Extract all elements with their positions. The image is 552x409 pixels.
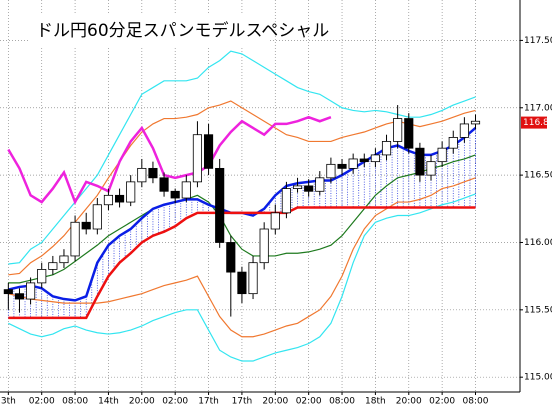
indicator-line xyxy=(8,154,476,284)
candle-body xyxy=(126,181,136,203)
x-tick-label: 20:00 xyxy=(262,397,288,407)
candle-body xyxy=(81,221,91,230)
x-tick-label: 17th xyxy=(198,397,219,407)
candle-body xyxy=(192,134,203,183)
x-tick-label: 14th xyxy=(98,397,119,407)
candle-body xyxy=(237,271,247,295)
x-tick-label: 02:00 xyxy=(429,397,455,407)
candle-body xyxy=(215,167,225,243)
candle-body xyxy=(259,228,269,264)
x-tick-label: 08:00 xyxy=(329,397,355,407)
candle-body xyxy=(92,204,102,230)
indicator-line xyxy=(7,115,332,206)
y-tick-label: 115.00 xyxy=(524,373,552,383)
chart-title: ドル円60分足スパンモデルスペシャル xyxy=(36,20,329,41)
x-tick-label: 08:00 xyxy=(62,397,88,407)
y-tick-label: 116.00 xyxy=(524,238,552,248)
candle-body xyxy=(103,194,114,206)
candle-body xyxy=(326,163,336,179)
candle-body xyxy=(359,158,369,163)
candle-body xyxy=(37,269,47,284)
candle-body xyxy=(203,134,214,169)
x-tick-label: 20:00 xyxy=(129,397,155,407)
x-tick-label: 08:00 xyxy=(463,397,489,407)
candle-body xyxy=(14,293,25,300)
candle-body xyxy=(370,154,380,163)
candle-body xyxy=(381,141,392,156)
candle-body xyxy=(415,147,425,176)
candle-body xyxy=(159,177,169,192)
candle-body xyxy=(459,123,469,138)
x-tick-label: 3th xyxy=(1,397,16,407)
candle-body xyxy=(226,242,236,273)
candle-body xyxy=(448,137,458,149)
x-tick-label: 17th xyxy=(232,397,253,407)
plot-area xyxy=(0,0,520,392)
title-box xyxy=(30,14,268,46)
candle-body xyxy=(437,147,447,163)
x-tick-label: 02:00 xyxy=(162,397,188,407)
y-tick-label: 117.00 xyxy=(524,103,552,113)
y-tick-label: 115.50 xyxy=(524,305,552,315)
candle-body xyxy=(137,167,147,183)
indicator-line xyxy=(8,193,476,362)
candle-body xyxy=(393,118,403,142)
candle-body xyxy=(148,167,158,179)
candle-body xyxy=(170,190,180,199)
candle-body xyxy=(59,255,69,264)
candle-body xyxy=(348,158,358,169)
candle-body xyxy=(115,194,125,203)
candle-body xyxy=(248,262,258,295)
candle-body xyxy=(304,185,314,192)
last-price-label: 116.89 xyxy=(523,118,552,128)
candle-body xyxy=(315,177,325,192)
candle-body xyxy=(292,185,303,189)
x-tick-label: 20:00 xyxy=(396,397,422,407)
x-tick-label: 02:00 xyxy=(296,397,322,407)
candle-body xyxy=(181,181,191,199)
x-tick-label: 18th xyxy=(365,397,386,407)
candle-body xyxy=(470,120,481,125)
x-tick-label: 02:00 xyxy=(29,397,55,407)
last-price-box xyxy=(521,116,547,129)
indicator-line xyxy=(8,206,476,320)
candle-body xyxy=(26,282,36,300)
candle-body xyxy=(281,188,291,214)
candle-body xyxy=(48,262,58,270)
y-tick-label: 117.50 xyxy=(524,36,552,46)
candle-body xyxy=(426,161,436,176)
candle-body xyxy=(337,163,347,169)
candle-body xyxy=(404,118,414,149)
y-tick-label: 116.50 xyxy=(524,171,552,181)
indicator-line xyxy=(8,177,476,338)
candle-body xyxy=(3,289,13,295)
candle-body xyxy=(270,212,280,230)
candle-body xyxy=(70,221,80,257)
